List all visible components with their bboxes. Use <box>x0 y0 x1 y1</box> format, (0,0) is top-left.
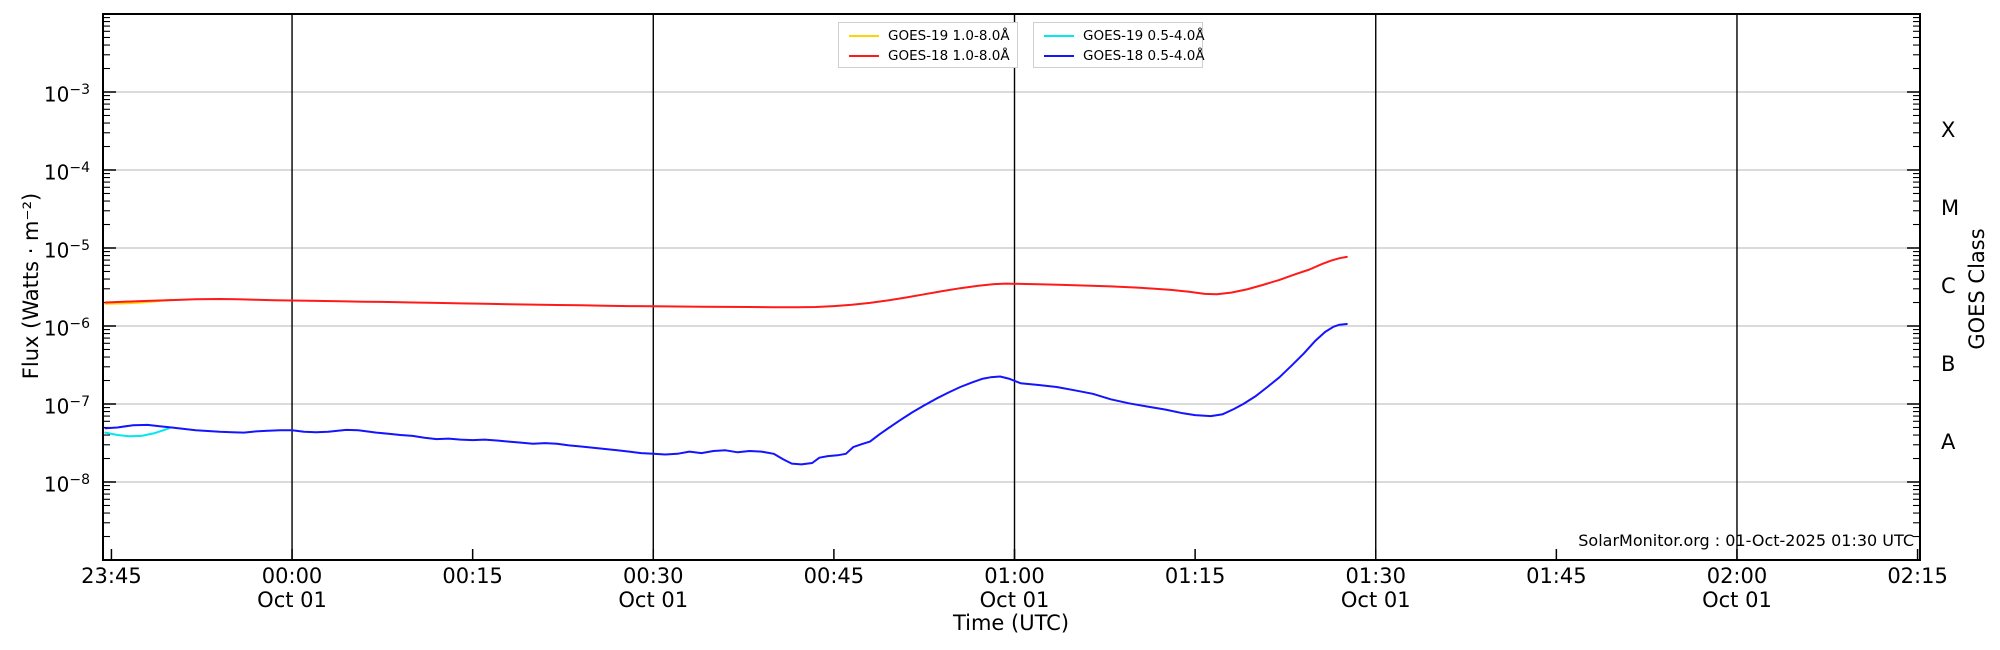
legend-entry: GOES-19 0.5-4.0Å <box>1034 26 1205 46</box>
legend-label: GOES-19 0.5-4.0Å <box>1083 28 1205 44</box>
goes-class-letter-x: X <box>1941 118 1956 142</box>
x-tick-label: 02:00 Oct 01 <box>1702 564 1772 612</box>
series-line-goes-18-0-5-4-0- <box>104 323 1348 466</box>
legend-label: GOES-19 1.0-8.0Å <box>888 28 1010 44</box>
legend-line-swatch <box>849 55 879 57</box>
x-tick-label: 00:00 Oct 01 <box>257 564 327 612</box>
y-tick-label: 10−3 <box>43 82 90 107</box>
legend-line-swatch <box>1044 55 1074 57</box>
x-tick-label: 01:00 Oct 01 <box>979 564 1050 612</box>
y-tick-label: 10−4 <box>43 160 90 185</box>
x-tick-label: 23:45 <box>81 564 142 588</box>
goes-class-letter-b: B <box>1941 352 1956 376</box>
x-tick-label: 00:45 <box>803 564 865 588</box>
legend-line-swatch <box>849 35 879 37</box>
x-tick-label: 01:45 <box>1526 564 1587 588</box>
y-tick-label: 10−6 <box>43 316 90 341</box>
goes-class-letter-m: M <box>1941 196 1960 220</box>
y-tick-label: 10−7 <box>43 394 90 419</box>
legend-entry: GOES-18 1.0-8.0Å <box>839 46 1017 66</box>
x-tick-label: 00:15 <box>442 564 503 588</box>
x-tick-label: 02:15 <box>1887 564 1948 588</box>
legend-line-swatch <box>1044 35 1074 37</box>
plot-border <box>102 13 1921 561</box>
legend-label: GOES-18 1.0-8.0Å <box>888 48 1010 64</box>
legend-entry: GOES-18 0.5-4.0Å <box>1034 46 1205 66</box>
legend-label: GOES-18 0.5-4.0Å <box>1083 48 1205 64</box>
legend-box-long-channel: GOES-19 1.0-8.0Å GOES-18 1.0-8.0Å <box>838 22 1018 68</box>
y-tick-label: 10−5 <box>43 238 90 263</box>
series-line-goes-18-1-0-8-0- <box>104 255 1348 309</box>
y-axis-title: Flux (Watts · m⁻²) <box>19 192 43 380</box>
watermark-text: SolarMonitor.org : 01-Oct-2025 01:30 UTC <box>1578 531 1914 550</box>
x-tick-label: 01:30 Oct 01 <box>1340 564 1411 612</box>
y-tick-label: 10−8 <box>43 472 90 497</box>
x-tick-label: 01:15 <box>1164 564 1226 588</box>
x-axis-title: Time (UTC) <box>952 611 1070 635</box>
legend-box-short-channel: GOES-19 0.5-4.0Å GOES-18 0.5-4.0Å <box>1033 22 1205 68</box>
series-line-goes-19-0-5-4-0- <box>104 427 171 438</box>
x-tick-label: 00:30 Oct 01 <box>618 564 689 612</box>
goes-class-letter-a: A <box>1941 430 1956 454</box>
goes-class-letter-c: C <box>1941 274 1956 298</box>
right-axis-title: GOES Class <box>1965 228 1989 350</box>
legend-entry: GOES-19 1.0-8.0Å <box>839 26 1017 46</box>
